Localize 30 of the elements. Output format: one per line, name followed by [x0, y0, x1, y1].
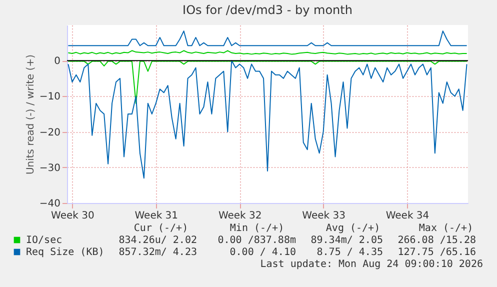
x-tick-label: Week 33: [302, 210, 346, 222]
text: 857.32m/ 4.23: [118, 247, 197, 258]
text: 127.75 /65.16: [398, 247, 476, 258]
y-tick-label: −30: [39, 162, 60, 174]
y-tick-label: −10: [39, 92, 60, 103]
text: Avg (-/+): [326, 223, 380, 234]
line-series: [68, 30, 468, 46]
text: Max (-/+): [418, 223, 474, 234]
chart-title: IOs for /dev/md3 - by month: [182, 3, 352, 17]
legend-label: IO/sec: [26, 235, 62, 246]
y-axis-title: Units read (-) / write (+): [25, 54, 36, 175]
legend-label: Req Size (KB): [26, 247, 104, 258]
text: 834.26u/ 2.02: [118, 235, 197, 246]
text: 0.00 /837.88m: [218, 235, 296, 246]
y-tick-label: −20: [39, 127, 60, 138]
text: Last update: Mon Aug 24 09:00:10 2026: [260, 259, 483, 270]
text: 8.75 / 4.35: [316, 247, 383, 258]
x-tick-label: Week 32: [218, 210, 262, 222]
line-series: [68, 60, 468, 179]
text: 266.08 /15.28: [398, 235, 476, 246]
line-series: [68, 60, 468, 104]
y-tick-label: −40: [39, 198, 60, 210]
x-tick-label: Week 34: [386, 210, 430, 222]
y-tick-label: 0: [54, 56, 60, 68]
text: 89.34m/ 2.05: [310, 235, 383, 246]
text: Cur (-/+): [134, 223, 188, 234]
text: 0.00 / 4.10: [230, 247, 296, 258]
x-tick-label: Week 30: [51, 210, 94, 222]
x-tick-label: Week 31: [134, 210, 178, 222]
text: Min (-/+): [230, 223, 284, 234]
